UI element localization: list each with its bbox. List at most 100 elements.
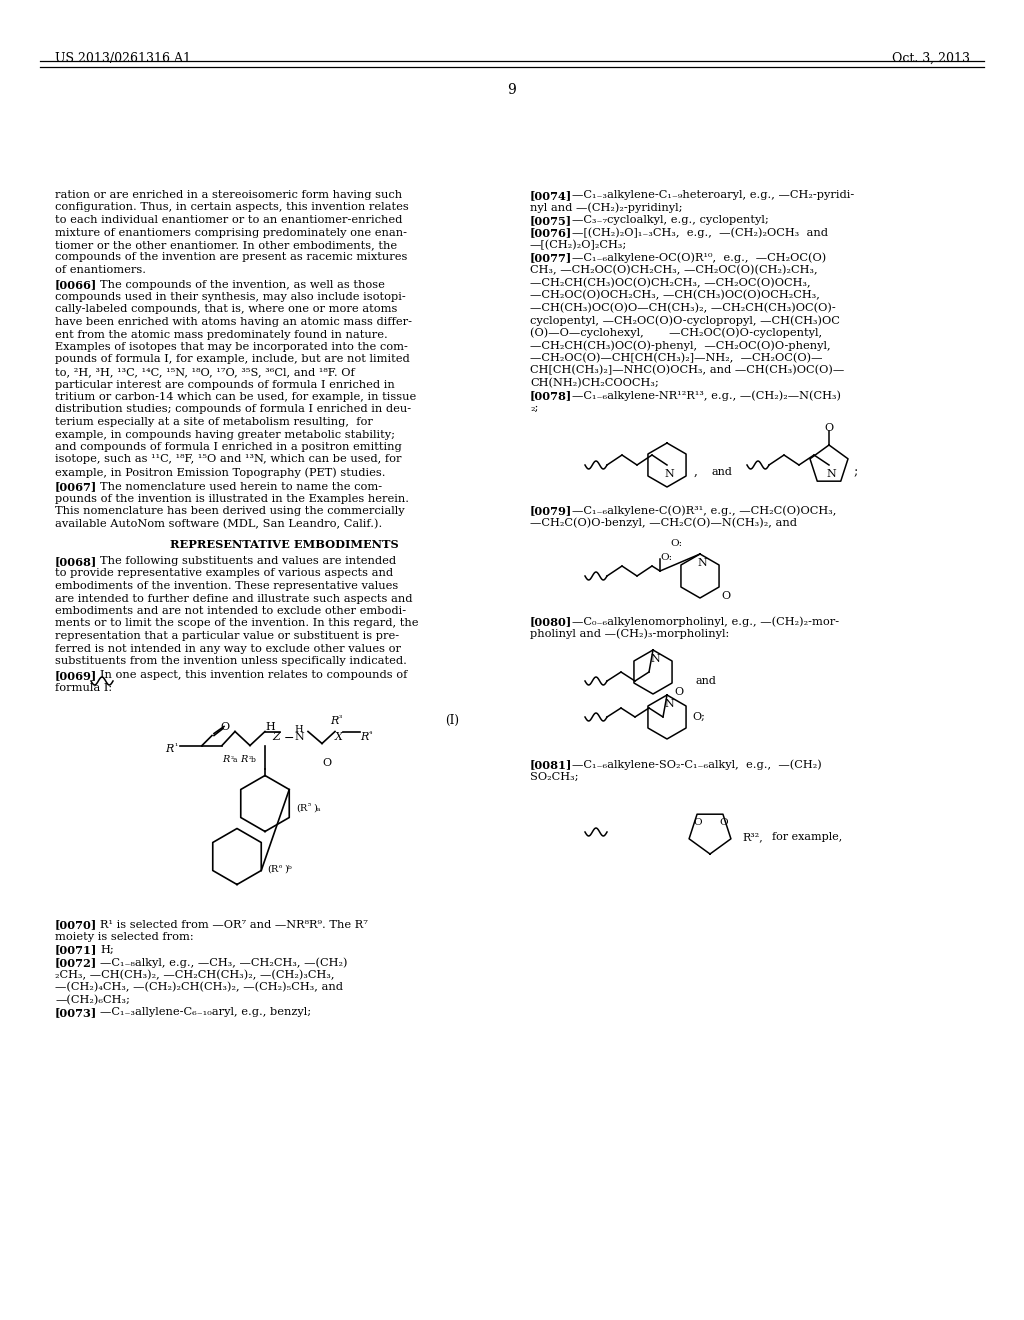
- Text: for example,: for example,: [772, 832, 843, 842]
- Text: embodiments of the invention. These representative values: embodiments of the invention. These repr…: [55, 581, 398, 591]
- Text: —C₁₋₆alkylene-NR¹²R¹³, e.g., —(CH₂)₂—N(CH₃): —C₁₋₆alkylene-NR¹²R¹³, e.g., —(CH₂)₂—N(C…: [572, 389, 841, 400]
- Text: CH₃, —CH₂OC(O)CH₂CH₃, —CH₂OC(O)(CH₂)₂CH₃,: CH₃, —CH₂OC(O)CH₂CH₃, —CH₂OC(O)(CH₂)₂CH₃…: [530, 265, 817, 276]
- Text: [0068]: [0068]: [55, 556, 97, 568]
- Text: are intended to further define and illustrate such aspects and: are intended to further define and illus…: [55, 594, 413, 603]
- Text: N: N: [294, 731, 304, 742]
- Text: —C₁₋₈alkyl, e.g., —CH₃, —CH₂CH₃, —(CH₂): —C₁₋₈alkyl, e.g., —CH₃, —CH₂CH₃, —(CH₂): [100, 957, 347, 968]
- Text: R¹ is selected from —OR⁷ and —NR⁸R⁹. The R⁷: R¹ is selected from —OR⁷ and —NR⁸R⁹. The…: [100, 920, 368, 929]
- Text: N: N: [664, 469, 674, 479]
- Text: —C₁₋₃allylene-C₆₋₁₀aryl, e.g., benzyl;: —C₁₋₃allylene-C₆₋₁₀aryl, e.g., benzyl;: [100, 1007, 311, 1016]
- Text: R: R: [165, 743, 173, 754]
- Text: moiety is selected from:: moiety is selected from:: [55, 932, 194, 942]
- Text: )ᵇ: )ᵇ: [284, 865, 292, 874]
- Text: )ₐ: )ₐ: [313, 804, 321, 813]
- Text: terium especially at a site of metabolism resulting,  for: terium especially at a site of metabolis…: [55, 417, 373, 426]
- Text: formula I:: formula I:: [55, 682, 112, 693]
- Text: [0078]: [0078]: [530, 389, 572, 401]
- Text: —C₁₋₆alkylene-OC(O)R¹⁰,  e.g.,  —CH₂OC(O): —C₁₋₆alkylene-OC(O)R¹⁰, e.g., —CH₂OC(O): [572, 252, 826, 263]
- Text: [0067]: [0067]: [55, 482, 97, 492]
- Text: ³: ³: [339, 715, 342, 723]
- Text: —[(CH₂)₂O]₂CH₃;: —[(CH₂)₂O]₂CH₃;: [530, 240, 628, 251]
- Text: ⁶: ⁶: [279, 865, 283, 873]
- Text: ₂CH₃, —CH(CH₃)₂, —CH₂CH(CH₃)₂, —(CH₂)₃CH₃,: ₂CH₃, —CH(CH₃)₂, —CH₂CH(CH₃)₂, —(CH₂)₃CH…: [55, 969, 335, 979]
- Text: [0075]: [0075]: [530, 215, 572, 226]
- Text: representation that a particular value or substituent is pre-: representation that a particular value o…: [55, 631, 399, 642]
- Text: of enantiomers.: of enantiomers.: [55, 265, 146, 275]
- Text: Examples of isotopes that may be incorporated into the com-: Examples of isotopes that may be incorpo…: [55, 342, 408, 352]
- Text: —C₀₋₆alkylenomorpholinyl, e.g., —(CH₂)₂-mor-: —C₀₋₆alkylenomorpholinyl, e.g., —(CH₂)₂-…: [572, 616, 839, 627]
- Text: The following substituents and values are intended: The following substituents and values ar…: [100, 556, 396, 566]
- Text: O: O: [719, 818, 728, 828]
- Text: tiomer or the other enantiomer. In other embodiments, the: tiomer or the other enantiomer. In other…: [55, 240, 397, 249]
- Text: ments or to limit the scope of the invention. In this regard, the: ments or to limit the scope of the inven…: [55, 619, 419, 628]
- Text: R: R: [240, 755, 248, 764]
- Text: compounds of the invention are present as racemic mixtures: compounds of the invention are present a…: [55, 252, 408, 263]
- Text: The compounds of the invention, as well as those: The compounds of the invention, as well …: [100, 280, 385, 289]
- Text: example, in compounds having greater metabolic stability;: example, in compounds having greater met…: [55, 429, 395, 440]
- Text: [0080]: [0080]: [530, 616, 572, 627]
- Text: [0066]: [0066]: [55, 280, 97, 290]
- Text: [0076]: [0076]: [530, 227, 572, 239]
- Text: N: N: [664, 700, 674, 709]
- Text: H: H: [294, 726, 303, 734]
- Text: R: R: [360, 731, 369, 742]
- Text: and: and: [711, 467, 732, 477]
- Text: R: R: [222, 755, 229, 764]
- Text: [0069]: [0069]: [55, 671, 97, 681]
- Text: —CH(CH₃)OC(O)O—CH(CH₃)₂, —CH₂CH(CH₃)OC(O)-: —CH(CH₃)OC(O)O—CH(CH₃)₂, —CH₂CH(CH₃)OC(O…: [530, 302, 836, 313]
- Text: O: O: [693, 818, 701, 828]
- Text: In one aspect, this invention relates to compounds of: In one aspect, this invention relates to…: [100, 671, 408, 681]
- Text: [0077]: [0077]: [530, 252, 572, 264]
- Text: [0073]: [0073]: [55, 1007, 97, 1018]
- Text: N: N: [650, 653, 659, 664]
- Text: [0081]: [0081]: [530, 759, 572, 770]
- Text: ;: ;: [854, 465, 858, 478]
- Text: —CH₂C(O)O-benzyl, —CH₂C(O)—N(CH₃)₂, and: —CH₂C(O)O-benzyl, —CH₂C(O)—N(CH₃)₂, and: [530, 517, 797, 528]
- Text: O: O: [220, 722, 229, 731]
- Text: and compounds of formula I enriched in a positron emitting: and compounds of formula I enriched in a…: [55, 442, 401, 451]
- Text: O: O: [721, 591, 730, 601]
- Text: —CH₂OC(O)OCH₂CH₃, —CH(CH₃)OC(O)OCH₂CH₃,: —CH₂OC(O)OCH₂CH₃, —CH(CH₃)OC(O)OCH₂CH₃,: [530, 290, 820, 301]
- Text: nyl and —(CH₂)₂-pyridinyl;: nyl and —(CH₂)₂-pyridinyl;: [530, 202, 683, 213]
- Text: ²b: ²b: [249, 755, 257, 763]
- Text: to each individual enantiomer or to an enantiomer-enriched: to each individual enantiomer or to an e…: [55, 215, 402, 224]
- Text: [0072]: [0072]: [55, 957, 97, 968]
- Text: (R: (R: [296, 804, 307, 813]
- Text: R³²,: R³²,: [742, 832, 763, 842]
- Text: cally-labeled compounds, that is, where one or more atoms: cally-labeled compounds, that is, where …: [55, 305, 397, 314]
- Text: ¹: ¹: [174, 743, 177, 751]
- Text: tritium or carbon-14 which can be used, for example, in tissue: tritium or carbon-14 which can be used, …: [55, 392, 416, 403]
- Text: REPRESENTATIVE EMBODIMENTS: REPRESENTATIVE EMBODIMENTS: [170, 540, 398, 550]
- Text: available AutoNom software (MDL, San Leandro, Calif.).: available AutoNom software (MDL, San Lea…: [55, 519, 382, 529]
- Text: —CH₂OC(O)—CH[CH(CH₃)₂]—NH₂,  —CH₂OC(O)—: —CH₂OC(O)—CH[CH(CH₃)₂]—NH₂, —CH₂OC(O)—: [530, 352, 822, 363]
- Text: particular interest are compounds of formula I enriched in: particular interest are compounds of for…: [55, 380, 394, 389]
- Text: embodiments and are not intended to exclude other embodi-: embodiments and are not intended to excl…: [55, 606, 407, 616]
- Text: ferred is not intended in any way to exclude other values or: ferred is not intended in any way to exc…: [55, 644, 401, 653]
- Text: —CH₂CH(CH₃)OC(O)-phenyl,  —CH₂OC(O)O-phenyl,: —CH₂CH(CH₃)OC(O)-phenyl, —CH₂OC(O)O-phen…: [530, 341, 830, 351]
- Text: (I): (I): [445, 714, 459, 726]
- Text: —(CH₂)₄CH₃, —(CH₂)₂CH(CH₃)₂, —(CH₂)₅CH₃, and: —(CH₂)₄CH₃, —(CH₂)₂CH(CH₃)₂, —(CH₂)₅CH₃,…: [55, 982, 343, 993]
- Text: CH[CH(CH₃)₂]—NHC(O)OCH₃, and —CH(CH₃)OC(O)—: CH[CH(CH₃)₂]—NHC(O)OCH₃, and —CH(CH₃)OC(…: [530, 366, 844, 375]
- Text: to, ²H, ³H, ¹³C, ¹⁴C, ¹⁵N, ¹⁸O, ¹⁷O, ³⁵S, ³⁶Cl, and ¹⁸F. Of: to, ²H, ³H, ¹³C, ¹⁴C, ¹⁵N, ¹⁸O, ¹⁷O, ³⁵S…: [55, 367, 354, 378]
- Text: —C₁₋₃alkylene-C₁₋₉heteroaryl, e.g., —CH₂-pyridi-: —C₁₋₃alkylene-C₁₋₉heteroaryl, e.g., —CH₂…: [572, 190, 854, 201]
- Text: substituents from the invention unless specifically indicated.: substituents from the invention unless s…: [55, 656, 407, 667]
- Text: —(CH₂)₆CH₃;: —(CH₂)₆CH₃;: [55, 994, 130, 1005]
- Text: SO₂CH₃;: SO₂CH₃;: [530, 771, 579, 781]
- Text: —[(CH₂)₂O]₁₋₃CH₃,  e.g.,  —(CH₂)₂OCH₃  and: —[(CH₂)₂O]₁₋₃CH₃, e.g., —(CH₂)₂OCH₃ and: [572, 227, 828, 238]
- Text: [0070]: [0070]: [55, 920, 97, 931]
- Text: N: N: [826, 469, 836, 479]
- Text: (O)—O—cyclohexyl,       —CH₂OC(O)O-cyclopentyl,: (O)—O—cyclohexyl, —CH₂OC(O)O-cyclopentyl…: [530, 327, 822, 338]
- Text: configuration. Thus, in certain aspects, this invention relates: configuration. Thus, in certain aspects,…: [55, 202, 409, 213]
- Text: distribution studies; compounds of formula I enriched in deu-: distribution studies; compounds of formu…: [55, 404, 411, 414]
- Text: X: X: [335, 731, 343, 742]
- Text: The nomenclature used herein to name the com-: The nomenclature used herein to name the…: [100, 482, 382, 491]
- Text: —C₁₋₆alkylene-C(O)R³¹, e.g., —CH₂C(O)OCH₃,: —C₁₋₆alkylene-C(O)R³¹, e.g., —CH₂C(O)OCH…: [572, 506, 837, 516]
- Text: ⁴: ⁴: [369, 731, 373, 739]
- Text: [0074]: [0074]: [530, 190, 572, 201]
- Text: This nomenclature has been derived using the commercially: This nomenclature has been derived using…: [55, 507, 404, 516]
- Text: O;: O;: [692, 711, 705, 722]
- Text: isotope, such as ¹¹C, ¹⁸F, ¹⁵O and ¹³N, which can be used, for: isotope, such as ¹¹C, ¹⁸F, ¹⁵O and ¹³N, …: [55, 454, 401, 465]
- Text: to provide representative examples of various aspects and: to provide representative examples of va…: [55, 569, 393, 578]
- Text: US 2013/0261316 A1: US 2013/0261316 A1: [55, 51, 191, 65]
- Text: ₂;: ₂;: [530, 403, 539, 412]
